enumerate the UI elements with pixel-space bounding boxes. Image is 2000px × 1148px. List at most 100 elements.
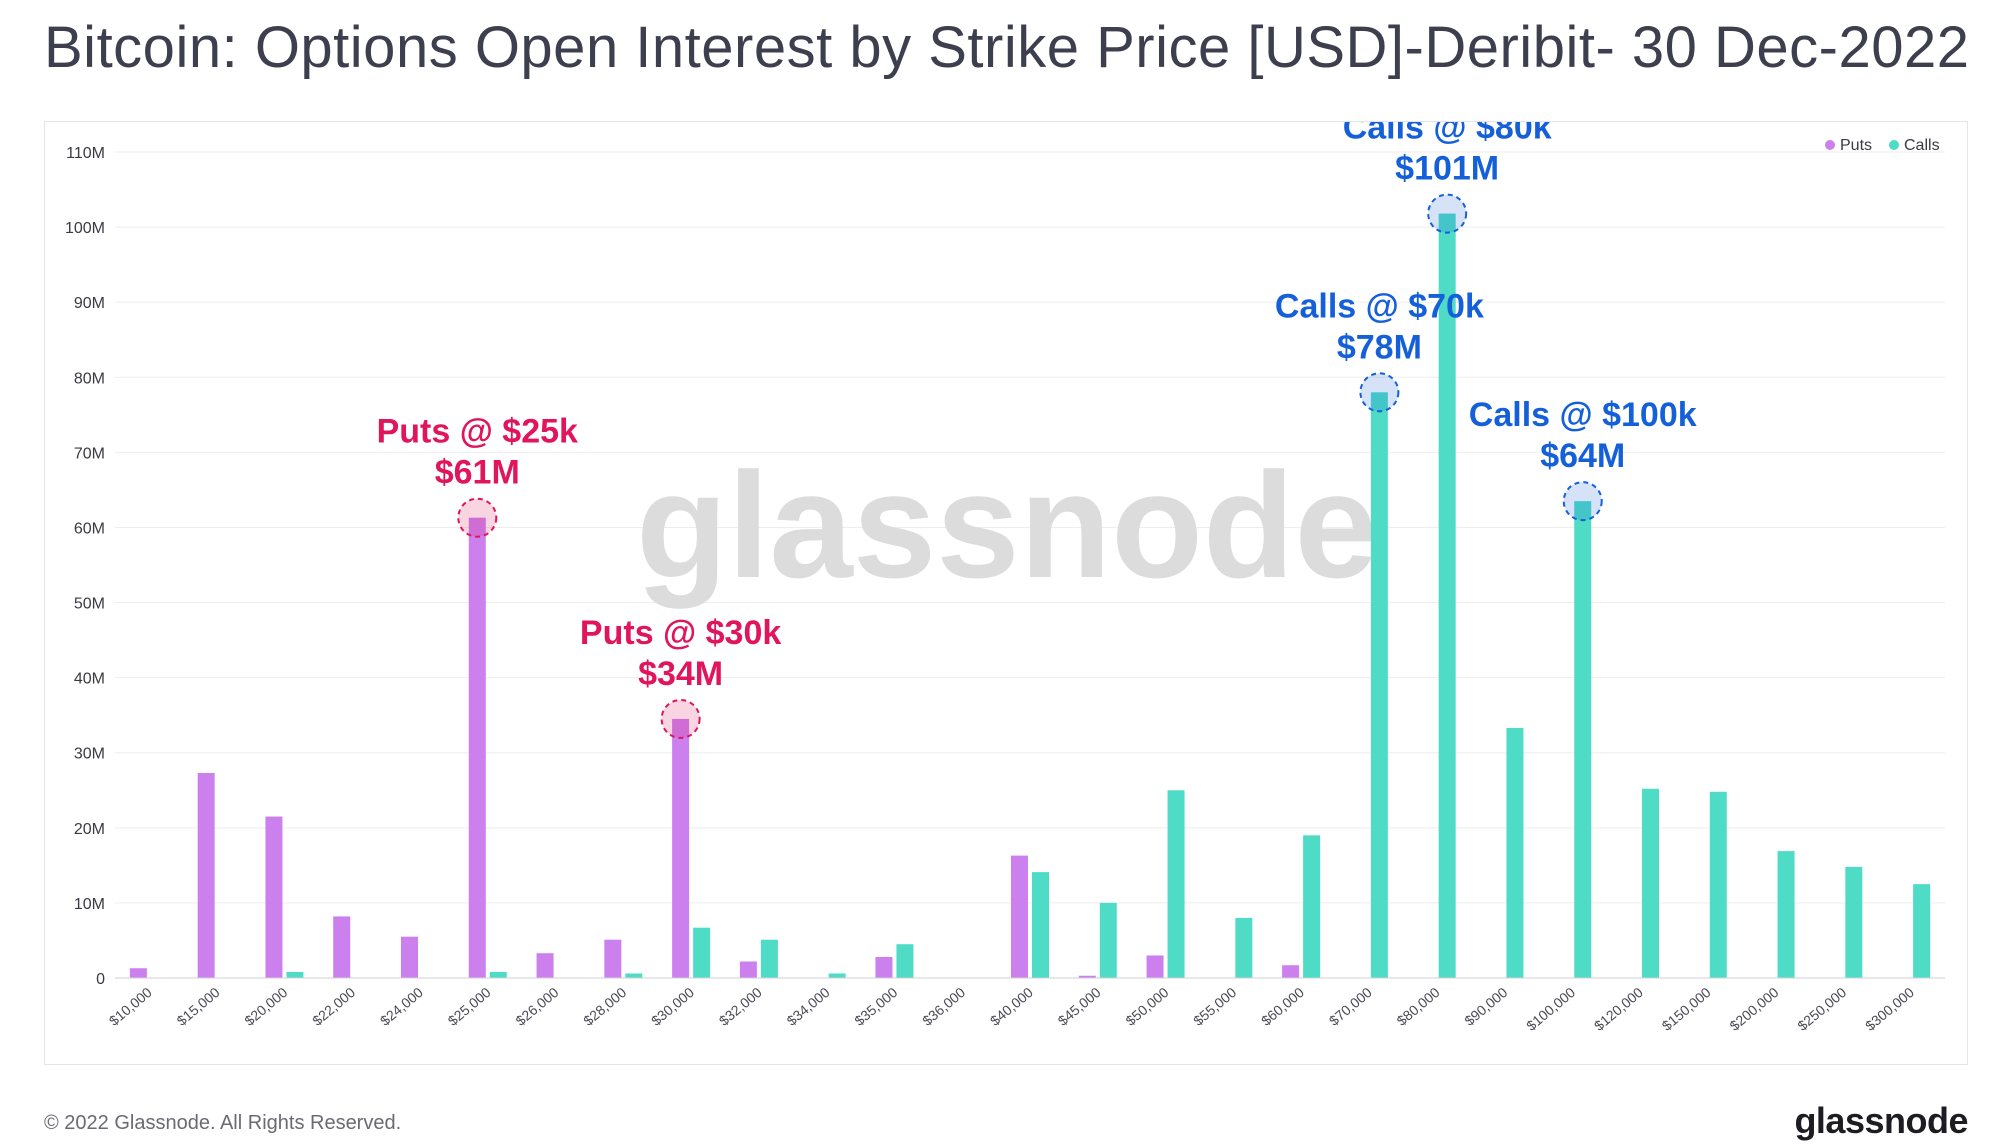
x-tick-label: $36,000 [919, 984, 968, 1029]
calls-bar [1370, 392, 1388, 979]
calls-bar [1099, 902, 1117, 978]
puts-bar [1282, 965, 1300, 978]
annotation-value: $64M [1540, 437, 1625, 475]
calls-bar [489, 971, 507, 978]
y-tick-label: 20M [74, 821, 105, 838]
calls-bar [1913, 884, 1931, 978]
glassnode-logo[interactable]: glassnode [1794, 1100, 1968, 1141]
y-tick-label: 50M [74, 596, 105, 613]
annotation-value: $78M [1337, 328, 1422, 366]
x-tick-label: $90,000 [1461, 984, 1510, 1029]
annotation-marker [1562, 481, 1603, 522]
puts-bar [401, 936, 418, 978]
x-tick-label: $55,000 [1190, 984, 1239, 1029]
chart-canvas: 0 10M 20M 30M 40M 50M 60M 70M 80M 90M 100M 110M glas… [65, 122, 1945, 1034]
x-tick-label: $25,000 [445, 984, 494, 1029]
x-tick-label: $24,000 [377, 984, 426, 1029]
x-tick-label: $250,000 [1794, 984, 1849, 1034]
x-tick-label: $150,000 [1659, 984, 1714, 1034]
watermark-text: glassnode [636, 441, 1378, 609]
calls-bar [1845, 866, 1863, 978]
x-tick-label: $40,000 [987, 984, 1036, 1029]
x-tick-label: $80,000 [1394, 984, 1443, 1029]
puts-bar [875, 956, 893, 978]
x-tick-label: $30,000 [648, 984, 697, 1029]
x-tick-label: $200,000 [1726, 984, 1781, 1034]
x-tick-label: $50,000 [1122, 984, 1171, 1029]
y-tick-label: 100M [65, 220, 105, 237]
y-tick-label: 110M [66, 145, 105, 162]
x-tick-label: $60,000 [1258, 984, 1307, 1029]
puts-bar [1011, 855, 1028, 978]
puts-bar [333, 916, 351, 978]
puts-bar [604, 939, 622, 978]
calls-bar [896, 944, 914, 978]
calls-bar [1777, 851, 1795, 978]
y-tick-label: 90M [74, 295, 105, 312]
puts-bar [1146, 955, 1164, 978]
puts-bar [468, 517, 486, 978]
calls-bar [625, 973, 643, 978]
calls-bar [693, 927, 711, 978]
x-tick-label: $32,000 [716, 984, 765, 1029]
x-tick-label: $35,000 [851, 984, 900, 1029]
annotation-label: Puts @ $30k [580, 614, 781, 652]
x-tick-label: $34,000 [784, 984, 833, 1029]
annotation-label: Calls @ $80k [1343, 122, 1552, 147]
x-tick-label: $45,000 [1055, 984, 1104, 1029]
annotation-marker [660, 698, 701, 739]
x-tick-label: $10,000 [106, 984, 155, 1029]
puts-bar [739, 961, 757, 978]
legend-label: Calls [1904, 137, 1940, 154]
chart-frame: 0 10M 20M 30M 40M 50M 60M 70M 80M 90M 100M 110M glas… [44, 121, 1968, 1065]
chart-title: Bitcoin: Options Open Interest by Strike… [44, 15, 1970, 80]
x-tick-label: $26,000 [512, 984, 561, 1029]
calls-bar [1642, 788, 1659, 978]
legend-label: Puts [1840, 137, 1872, 154]
calls-bar [1506, 727, 1524, 978]
puts-bar [129, 968, 147, 978]
puts-bar [536, 953, 554, 978]
annotation-marker [1359, 372, 1400, 413]
calls-bar [1167, 790, 1185, 978]
x-tick-label: $300,000 [1862, 984, 1917, 1034]
calls-bar [1032, 872, 1049, 978]
y-tick-label: 30M [74, 746, 105, 763]
annotation-label: Calls @ $70k [1275, 287, 1484, 325]
annotation-value: $101M [1395, 150, 1499, 188]
y-tick-label: 70M [74, 445, 105, 462]
y-tick-label: 0 [96, 971, 105, 988]
calls-bar [1709, 791, 1727, 978]
calls-bar [760, 939, 778, 978]
calls-bar [1303, 835, 1321, 978]
annotation-value: $34M [638, 655, 723, 693]
puts-bar [197, 773, 215, 978]
x-tick-label: $100,000 [1523, 984, 1578, 1034]
calls-bar [1574, 501, 1592, 978]
x-tick-label: $28,000 [580, 984, 629, 1029]
x-tick-label: $70,000 [1326, 984, 1375, 1029]
x-tick-label: $22,000 [309, 984, 358, 1029]
annotation-label: Puts @ $25k [377, 413, 578, 451]
y-tick-label: 60M [74, 520, 105, 537]
y-tick-label: 80M [74, 370, 105, 387]
x-tick-label: $120,000 [1591, 984, 1646, 1034]
puts-bar [265, 816, 283, 978]
legend-swatch [1889, 140, 1899, 150]
x-tick-label: $15,000 [174, 984, 223, 1029]
annotation-label: Calls @ $100k [1469, 396, 1697, 434]
x-tick-label: $20,000 [241, 984, 290, 1029]
calls-bar [1235, 917, 1253, 978]
y-tick-label: 10M [74, 896, 105, 913]
puts-bar [1078, 975, 1096, 978]
calls-bar [1438, 213, 1456, 978]
calls-bar [286, 971, 304, 978]
copyright-text: © 2022 Glassnode. All Rights Reserved. [44, 1112, 402, 1134]
annotation-marker [457, 497, 498, 538]
legend-swatch [1825, 140, 1835, 150]
puts-bar [672, 718, 690, 978]
annotation-marker [1427, 193, 1468, 234]
y-tick-label: 40M [74, 671, 105, 688]
calls-bar [828, 973, 846, 978]
annotation-value: $61M [435, 454, 520, 492]
